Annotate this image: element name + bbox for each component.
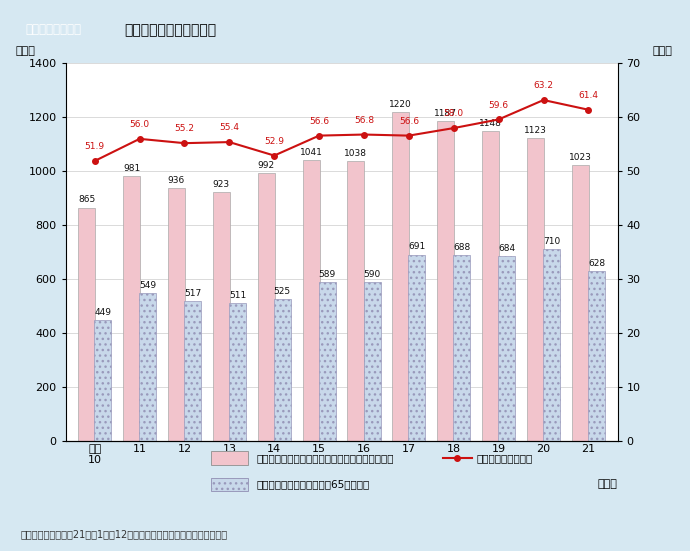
Text: 住宅火災における死者数（65歳以上）: 住宅火災における死者数（65歳以上）: [257, 479, 370, 489]
Bar: [527, 138, 544, 441]
Bar: [482, 131, 499, 441]
Bar: [364, 282, 381, 441]
Text: 1023: 1023: [569, 153, 592, 162]
Text: 589: 589: [319, 270, 336, 279]
Text: 1220: 1220: [389, 100, 412, 109]
Text: 55.4: 55.4: [219, 123, 239, 132]
Text: 56.6: 56.6: [309, 117, 329, 126]
Text: 1148: 1148: [479, 119, 502, 128]
Bar: [229, 303, 246, 441]
Bar: [437, 121, 454, 441]
Bar: [319, 282, 336, 441]
Text: 517: 517: [184, 289, 201, 298]
Text: 923: 923: [213, 180, 230, 189]
Text: 1038: 1038: [344, 149, 367, 158]
Bar: [302, 160, 319, 441]
Text: 56.8: 56.8: [354, 116, 374, 125]
Bar: [211, 451, 248, 465]
Text: 61.4: 61.4: [578, 91, 598, 100]
Bar: [95, 320, 111, 441]
Bar: [184, 301, 201, 441]
Text: （％）: （％）: [653, 46, 673, 56]
Text: 684: 684: [498, 244, 515, 253]
Bar: [408, 255, 426, 441]
Text: 資料：消防庁「平成21年（1月～12月）における火災の状況（確定値）」: 資料：消防庁「平成21年（1月～12月）における火災の状況（確定値）」: [21, 529, 228, 539]
Text: 549: 549: [139, 280, 156, 290]
Bar: [543, 250, 560, 441]
Text: 936: 936: [168, 176, 185, 185]
Text: 63.2: 63.2: [533, 82, 553, 90]
Text: 992: 992: [257, 161, 275, 170]
Text: 59.6: 59.6: [489, 101, 509, 110]
Text: 52.9: 52.9: [264, 137, 284, 146]
Bar: [213, 192, 230, 441]
Text: 55.2: 55.2: [175, 125, 195, 133]
Text: 住宅火災における死者数（放火自殺者等を除く）: 住宅火災における死者数（放火自殺者等を除く）: [257, 453, 394, 463]
Bar: [139, 293, 156, 441]
Text: 590: 590: [364, 269, 381, 278]
Text: 449: 449: [95, 307, 111, 316]
Bar: [123, 176, 140, 441]
Text: 56.0: 56.0: [130, 120, 150, 129]
Text: 1041: 1041: [299, 148, 322, 157]
Bar: [498, 256, 515, 441]
Text: 住宅火災における死者数: 住宅火災における死者数: [124, 23, 217, 37]
Text: （年）: （年）: [598, 478, 618, 489]
Bar: [78, 208, 95, 441]
Text: 1187: 1187: [434, 109, 457, 117]
Text: 710: 710: [543, 237, 560, 246]
Text: 1123: 1123: [524, 126, 547, 135]
Text: 691: 691: [408, 242, 426, 251]
Text: 高齢者死者数の割合: 高齢者死者数の割合: [476, 453, 533, 463]
Bar: [257, 174, 275, 441]
Bar: [453, 255, 471, 441]
Text: 628: 628: [588, 260, 605, 268]
Bar: [274, 299, 291, 441]
Text: （人）: （人）: [16, 46, 36, 56]
Text: 図１－２－６－９: 図１－２－６－９: [26, 23, 81, 36]
Bar: [588, 272, 605, 441]
Text: 51.9: 51.9: [85, 142, 105, 152]
Text: 56.6: 56.6: [399, 117, 419, 126]
Text: 865: 865: [78, 196, 95, 204]
Bar: [572, 165, 589, 441]
Bar: [347, 161, 364, 441]
Text: 525: 525: [274, 287, 291, 296]
Text: 981: 981: [123, 164, 140, 173]
Text: 58.0: 58.0: [444, 109, 464, 118]
Bar: [168, 188, 185, 441]
Bar: [392, 112, 409, 441]
Text: 688: 688: [453, 243, 471, 252]
Text: 511: 511: [229, 291, 246, 300]
Bar: [211, 478, 248, 491]
